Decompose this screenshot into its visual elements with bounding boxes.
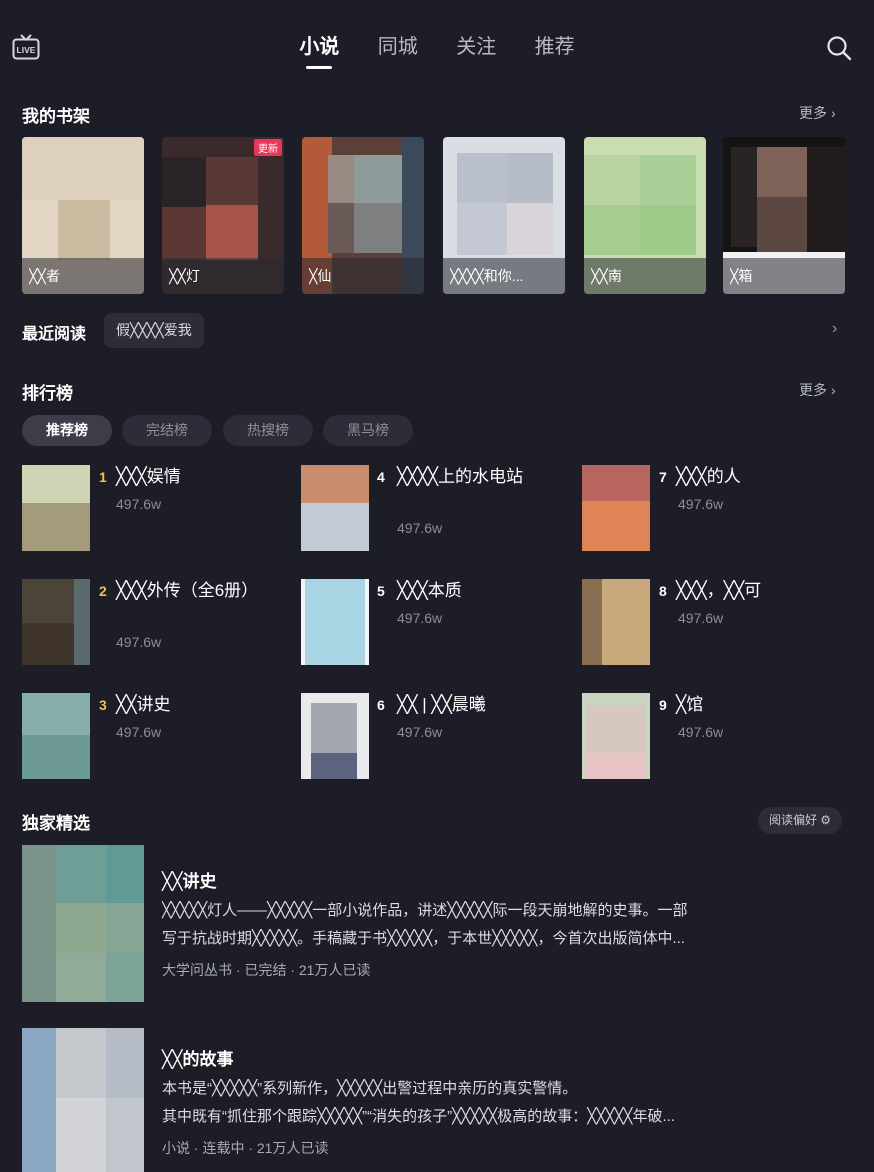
rank-book-title[interactable]: ╳╳╳娱情	[116, 467, 181, 486]
book-title: ╳箱	[730, 268, 753, 284]
recent-book-chip[interactable]: 假╳╳╳╳爱我	[104, 313, 204, 348]
book-title: ╳╳灯	[169, 268, 200, 284]
live-tv-icon[interactable]: LIVE	[12, 33, 40, 61]
tab-following[interactable]: 关注	[456, 36, 497, 58]
rank-book-title[interactable]: ╳╳ | ╳╳晨曦	[397, 695, 486, 714]
shelf-book-card[interactable]: ╳╳╳╳和你...	[443, 137, 565, 294]
rank-book-cover[interactable]	[582, 465, 650, 551]
book-title: ╳╳者	[29, 268, 60, 284]
ranking-more-link[interactable]: 更多 ›	[799, 380, 836, 400]
featured-book-title[interactable]: ╳╳讲史	[162, 872, 217, 891]
gear-icon: ⚙	[820, 813, 832, 827]
description-line: 本书是“╳╳╳╳╳”系列新作，╳╳╳╳╳出警过程中亲历的真实警情。	[162, 1080, 578, 1097]
filter-recommend[interactable]: 推荐榜	[22, 415, 112, 446]
rank-number: 8	[659, 583, 667, 599]
bookshelf-more-label: 更多	[799, 105, 827, 121]
rank-book-cover[interactable]	[582, 693, 650, 779]
shelf-book-card[interactable]: ╳╳者	[22, 137, 144, 294]
rank-number: 3	[99, 697, 107, 713]
rank-book-title[interactable]: ╳╳╳，╳╳可	[676, 581, 762, 600]
top-tabs: 小说 同城 关注 推荐	[0, 30, 874, 69]
shelf-book-card[interactable]: ╳仙	[302, 137, 424, 294]
chevron-right-icon[interactable]: ›	[832, 320, 838, 337]
rank-number: 7	[659, 469, 667, 485]
tab-novel[interactable]: 小说	[299, 30, 339, 69]
recent-reading-label: 最近阅读	[22, 326, 87, 343]
filter-completed[interactable]: 完结榜	[122, 415, 212, 446]
featured-book-meta: 大学问丛书 · 已完结 · 21万人已读	[162, 962, 371, 978]
rank-book-title[interactable]: ╳╳╳外传（全6册）	[116, 581, 259, 600]
book-cover	[22, 137, 144, 294]
rank-number: 4	[377, 469, 385, 485]
description-line: 其中既有“抓住那个跟踪╳╳╳╳╳”“消失的孩子”╳╳╳╳╳极高的故事：╳╳╳╳╳…	[162, 1108, 675, 1125]
book-title: ╳╳╳╳和你...	[450, 268, 524, 284]
featured-book-description: 本书是“╳╳╳╳╳”系列新作，╳╳╳╳╳出警过程中亲历的真实警情。 其中既有“抓…	[162, 1075, 827, 1131]
reading-preference-button[interactable]: 阅读偏好 ⚙	[758, 807, 842, 834]
shelf-book-card[interactable]: ╳╳南	[584, 137, 706, 294]
rank-number: 5	[377, 583, 385, 599]
rank-book-title[interactable]: ╳╳╳╳上的水电站	[397, 467, 523, 486]
svg-text:LIVE: LIVE	[17, 45, 36, 55]
shelf-book-card[interactable]: 更新 ╳╳灯	[162, 137, 284, 294]
rank-book-title[interactable]: ╳馆	[676, 695, 704, 714]
rank-book-cover[interactable]	[301, 693, 369, 779]
featured-book-title[interactable]: ╳╳的故事	[162, 1050, 234, 1069]
rank-read-count: 497.6w	[397, 724, 443, 740]
featured-book-meta: 小说 · 连载中 · 21万人已读	[162, 1140, 329, 1156]
rank-read-count: 497.6w	[116, 496, 162, 512]
description-line: ╳╳╳╳╳灯人——╳╳╳╳╳一部小说作品，讲述╳╳╳╳╳际一段天崩地解的史事。一…	[162, 902, 688, 919]
ranking-title: 排行榜	[22, 384, 73, 403]
featured-book-description: ╳╳╳╳╳灯人——╳╳╳╳╳一部小说作品，讲述╳╳╳╳╳际一段天崩地解的史事。一…	[162, 897, 827, 953]
rank-book-cover[interactable]	[582, 579, 650, 665]
rank-number: 6	[377, 697, 385, 713]
rank-read-count: 497.6w	[116, 634, 162, 650]
book-title: ╳╳南	[591, 268, 622, 284]
tab-local[interactable]: 同城	[377, 36, 418, 58]
rank-book-cover[interactable]	[22, 465, 90, 551]
rank-book-title[interactable]: ╳╳╳的人	[676, 467, 741, 486]
rank-read-count: 497.6w	[397, 610, 443, 626]
reading-preference-label: 阅读偏好	[768, 813, 817, 827]
rank-book-cover[interactable]	[301, 579, 369, 665]
update-badge: 更新	[254, 139, 282, 156]
rank-book-cover[interactable]	[22, 693, 90, 779]
bookshelf-title: 我的书架	[22, 107, 90, 126]
rank-read-count: 497.6w	[116, 724, 162, 740]
rank-book-cover[interactable]	[22, 579, 90, 665]
rank-book-cover[interactable]	[301, 465, 369, 551]
book-title: ╳仙	[309, 268, 332, 284]
rank-read-count: 497.6w	[678, 496, 724, 512]
rank-book-title[interactable]: ╳╳讲史	[116, 695, 171, 714]
description-line: 写于抗战时期╳╳╳╳╳。手稿藏于书╳╳╳╳╳，于本世╳╳╳╳╳，今首次出版简体中…	[162, 930, 685, 947]
rank-number: 2	[99, 583, 107, 599]
rank-book-title[interactable]: ╳╳╳本质	[397, 581, 462, 600]
shelf-book-card[interactable]: ╳箱	[723, 137, 845, 294]
chevron-right-icon: ›	[831, 105, 836, 121]
search-icon[interactable]	[826, 35, 852, 61]
filter-dark-horse[interactable]: 黑马榜	[323, 415, 413, 446]
rank-read-count: 497.6w	[397, 520, 443, 536]
filter-hot-search[interactable]: 热搜榜	[223, 415, 313, 446]
chevron-right-icon: ›	[831, 382, 836, 398]
featured-book-cover[interactable]	[22, 845, 144, 1002]
book-cover	[302, 137, 424, 294]
rank-read-count: 497.6w	[678, 610, 724, 626]
rank-read-count: 497.6w	[678, 724, 724, 740]
ranking-more-label: 更多	[799, 382, 827, 398]
featured-book-cover[interactable]	[22, 1028, 144, 1172]
rank-number: 9	[659, 697, 667, 713]
rank-number: 1	[99, 469, 107, 485]
bookshelf-more-link[interactable]: 更多 ›	[799, 103, 836, 123]
tab-recommend[interactable]: 推荐	[534, 36, 575, 58]
exclusive-title: 独家精选	[22, 814, 90, 833]
